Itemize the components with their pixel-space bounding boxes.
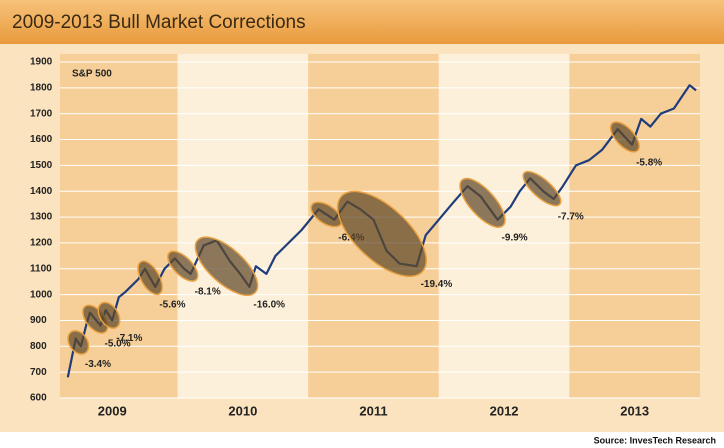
correction-label: -8.1% — [195, 287, 221, 298]
y-tick-label: 1500 — [30, 160, 53, 171]
correction-label: -9.9% — [502, 232, 528, 243]
correction-ellipse — [97, 301, 121, 329]
correction-ellipse — [336, 190, 428, 278]
year-band — [438, 54, 570, 398]
correction-label: -5.6% — [159, 300, 185, 311]
y-tick-label: 700 — [30, 367, 47, 378]
correction-ellipse — [137, 260, 163, 296]
correction-ellipse — [67, 330, 90, 355]
correction-label: -5.8% — [636, 157, 662, 168]
y-tick-label: 900 — [30, 315, 47, 326]
y-tick-label: 1100 — [30, 263, 52, 274]
y-tick-label: 1900 — [30, 57, 53, 68]
year-band — [177, 54, 309, 398]
x-tick-label: 2013 — [620, 403, 649, 418]
x-tick-label: 2012 — [490, 403, 519, 418]
x-tick-label: 2009 — [98, 403, 127, 418]
series-label: S&P 500 — [72, 69, 112, 80]
year-band — [569, 54, 700, 398]
correction-ellipse — [167, 250, 199, 282]
y-tick-label: 1800 — [30, 82, 53, 93]
y-tick-label: 1000 — [30, 289, 53, 300]
correction-ellipse — [310, 201, 343, 228]
title-bar — [0, 0, 724, 44]
correction-label: -16.0% — [253, 300, 285, 311]
chart-title: 2009-2013 Bull Market Corrections — [12, 12, 306, 33]
correction-ellipse — [459, 177, 506, 228]
correction-label: -19.4% — [421, 279, 453, 290]
plot-area: 2009 2010 2011 2012 2013 600 700 800 900 1000 1100… — [30, 54, 700, 418]
correction-label: -7.7% — [558, 212, 584, 223]
correction-ellipse — [522, 170, 562, 207]
y-tick-label: 800 — [30, 341, 47, 352]
correction-ellipse — [609, 121, 640, 153]
source: Source: InvesTech Research — [594, 435, 716, 445]
x-tick-label: 2010 — [228, 403, 257, 418]
x-tick-label: 2011 — [359, 403, 387, 418]
y-tick-label: 1300 — [30, 212, 53, 223]
y-tick-label: 1700 — [30, 108, 53, 119]
correction-label: -7.1% — [116, 333, 142, 344]
correction-label: -3.4% — [85, 359, 111, 370]
y-tick-label: 1400 — [30, 186, 53, 197]
y-tick-label: 600 — [30, 393, 47, 404]
y-tick-label: 1600 — [30, 134, 53, 145]
correction-ellipse — [194, 236, 259, 296]
series-label-box — [68, 66, 118, 82]
correction-label: -5.0% — [104, 338, 130, 349]
y-tick-label: 1200 — [30, 238, 53, 249]
